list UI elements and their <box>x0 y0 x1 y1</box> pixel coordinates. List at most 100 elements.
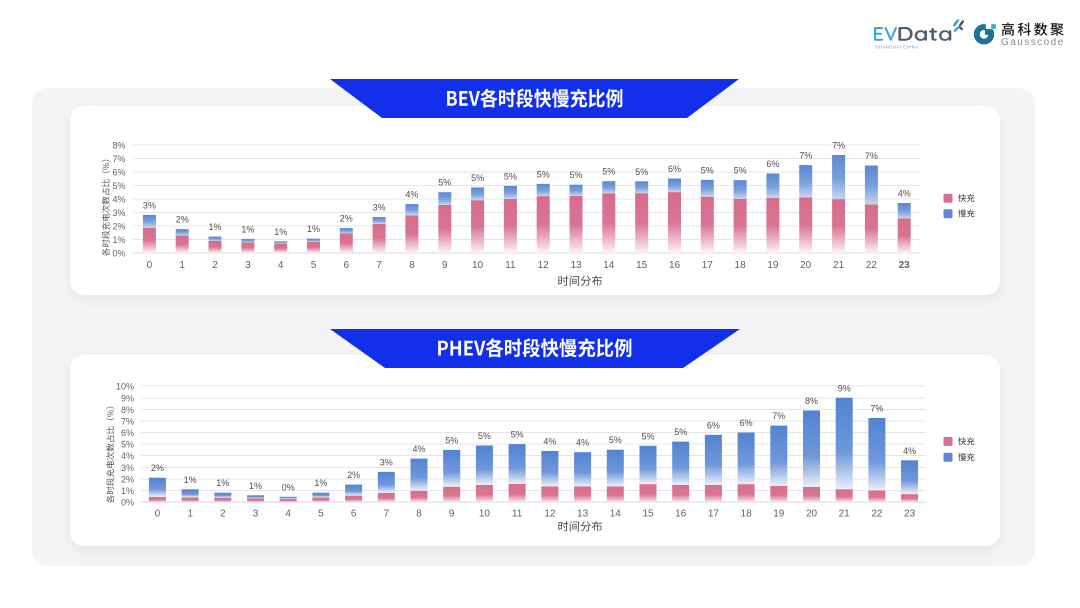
svg-text:2: 2 <box>220 508 226 519</box>
svg-text:0%: 0% <box>282 482 295 492</box>
svg-text:14: 14 <box>610 508 622 519</box>
svg-text:16: 16 <box>669 260 681 271</box>
svg-text:21: 21 <box>839 508 851 519</box>
svg-text:3: 3 <box>245 260 251 271</box>
svg-text:1%: 1% <box>307 224 320 234</box>
svg-text:2: 2 <box>212 260 218 271</box>
svg-text:14: 14 <box>603 260 615 271</box>
svg-text:5%: 5% <box>511 430 524 440</box>
svg-text:19: 19 <box>773 508 785 519</box>
svg-text:8: 8 <box>409 260 415 271</box>
svg-text:13: 13 <box>577 508 589 519</box>
svg-text:2%: 2% <box>340 214 353 224</box>
svg-text:1: 1 <box>179 260 185 271</box>
svg-text:6: 6 <box>344 260 350 271</box>
svg-text:1%: 1% <box>274 227 287 237</box>
svg-text:12: 12 <box>538 260 550 271</box>
svg-text:5%: 5% <box>734 166 747 176</box>
svg-text:SHANGHAI CHINA: SHANGHAI CHINA <box>875 44 918 49</box>
svg-text:5%: 5% <box>701 165 714 175</box>
svg-text:4%: 4% <box>121 451 134 461</box>
svg-text:7%: 7% <box>832 141 845 151</box>
svg-text:6%: 6% <box>766 159 779 169</box>
svg-text:3%: 3% <box>373 203 386 213</box>
svg-text:9: 9 <box>442 260 448 271</box>
svg-text:5%: 5% <box>537 169 550 179</box>
svg-text:6%: 6% <box>707 420 720 430</box>
svg-text:5%: 5% <box>112 181 125 191</box>
svg-text:4: 4 <box>285 508 291 519</box>
svg-text:17: 17 <box>702 260 714 271</box>
svg-text:6%: 6% <box>112 168 125 178</box>
svg-text:11: 11 <box>505 260 516 271</box>
svg-text:16: 16 <box>675 508 687 519</box>
svg-text:22: 22 <box>871 508 883 519</box>
svg-text:2%: 2% <box>112 222 125 232</box>
svg-text:9%: 9% <box>838 383 851 393</box>
svg-text:5%: 5% <box>569 170 582 180</box>
svg-text:1%: 1% <box>216 478 229 488</box>
svg-text:4%: 4% <box>576 438 589 448</box>
svg-text:4%: 4% <box>112 195 125 205</box>
svg-text:0: 0 <box>147 260 153 271</box>
svg-text:3%: 3% <box>112 208 125 218</box>
svg-text:4%: 4% <box>898 189 911 199</box>
svg-text:5%: 5% <box>478 431 491 441</box>
svg-text:0%: 0% <box>121 498 134 508</box>
svg-text:3%: 3% <box>121 463 134 473</box>
svg-text:7%: 7% <box>870 404 883 414</box>
svg-text:20: 20 <box>800 260 812 271</box>
svg-text:5%: 5% <box>674 427 687 437</box>
svg-text:12: 12 <box>544 508 556 519</box>
svg-text:4%: 4% <box>903 446 916 456</box>
svg-text:7%: 7% <box>865 151 878 161</box>
svg-text:5%: 5% <box>609 435 622 445</box>
svg-text:4%: 4% <box>405 190 418 200</box>
svg-text:23: 23 <box>904 508 916 519</box>
svg-text:9%: 9% <box>121 393 134 403</box>
svg-text:7%: 7% <box>121 416 134 426</box>
svg-text:3%: 3% <box>143 200 156 210</box>
svg-text:1%: 1% <box>121 486 134 496</box>
svg-text:7: 7 <box>376 260 382 271</box>
svg-text:17: 17 <box>708 508 720 519</box>
svg-text:1%: 1% <box>249 481 262 491</box>
svg-text:6%: 6% <box>668 164 681 174</box>
svg-text:5%: 5% <box>635 167 648 177</box>
svg-text:2%: 2% <box>176 215 189 225</box>
svg-text:6%: 6% <box>121 428 134 438</box>
svg-text:5%: 5% <box>504 171 517 181</box>
svg-text:18: 18 <box>741 508 753 519</box>
svg-text:5: 5 <box>311 260 317 271</box>
svg-text:1%: 1% <box>241 224 254 234</box>
svg-text:4%: 4% <box>543 437 556 447</box>
svg-text:8%: 8% <box>112 141 125 151</box>
svg-text:2%: 2% <box>151 463 164 473</box>
svg-text:8%: 8% <box>805 396 818 406</box>
svg-text:3%: 3% <box>380 457 393 467</box>
svg-text:15: 15 <box>636 260 648 271</box>
svg-text:5%: 5% <box>641 431 654 441</box>
svg-text:8%: 8% <box>121 405 134 415</box>
svg-text:0: 0 <box>155 508 161 519</box>
svg-text:7%: 7% <box>112 154 125 164</box>
svg-text:2%: 2% <box>121 474 134 484</box>
svg-text:6: 6 <box>351 508 357 519</box>
svg-text:23: 23 <box>899 260 911 271</box>
svg-text:5%: 5% <box>471 173 484 183</box>
svg-text:18: 18 <box>735 260 747 271</box>
svg-text:5%: 5% <box>602 167 615 177</box>
svg-text:20: 20 <box>806 508 818 519</box>
svg-text:4%: 4% <box>412 444 425 454</box>
svg-text:8: 8 <box>416 508 422 519</box>
svg-text:22: 22 <box>866 260 878 271</box>
svg-text:5: 5 <box>318 508 324 519</box>
svg-text:7%: 7% <box>799 151 812 161</box>
svg-text:9: 9 <box>449 508 455 519</box>
svg-text:7%: 7% <box>772 411 785 421</box>
svg-text:0%: 0% <box>112 249 125 259</box>
svg-text:1%: 1% <box>112 235 125 245</box>
svg-text:5%: 5% <box>445 435 458 445</box>
svg-text:19: 19 <box>767 260 779 271</box>
svg-text:Gausscode: Gausscode <box>1001 37 1065 48</box>
